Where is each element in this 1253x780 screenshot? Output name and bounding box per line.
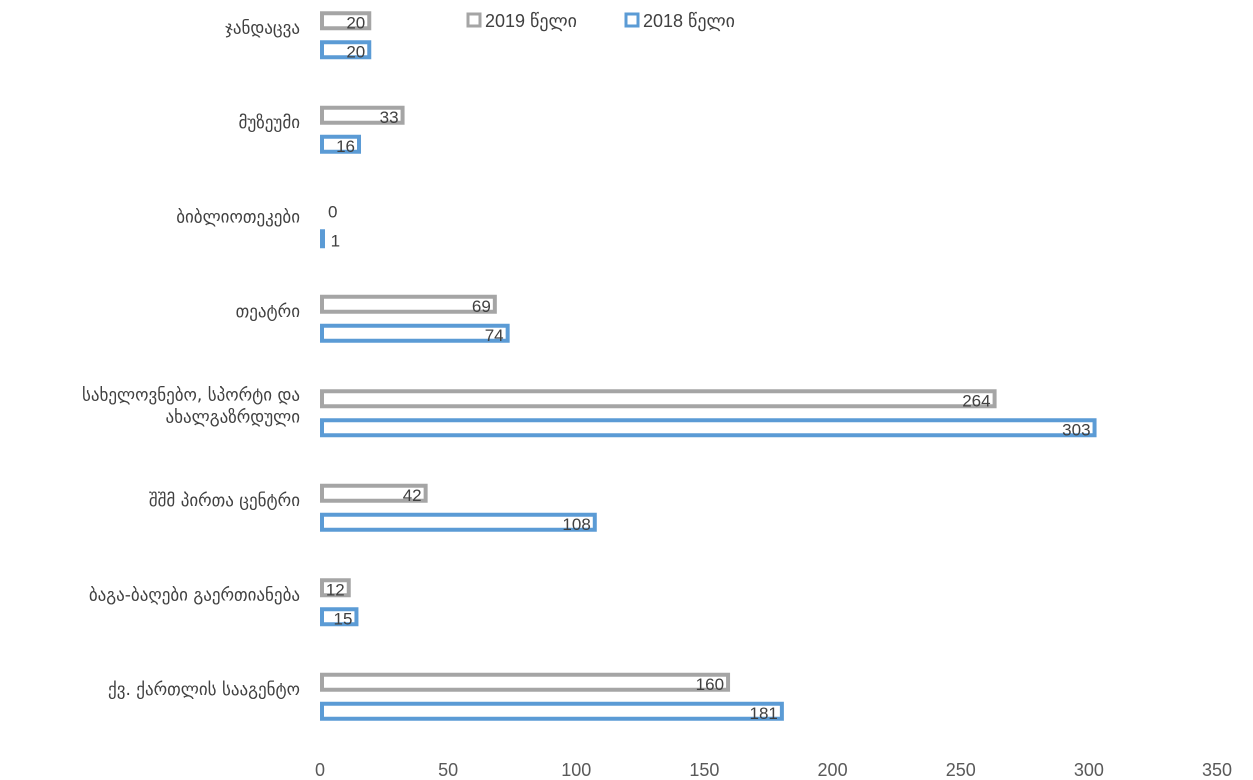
data-label: 303 — [1062, 420, 1090, 439]
bar-2018 — [320, 607, 359, 627]
data-label: 15 — [334, 609, 353, 628]
bar-2019 — [320, 389, 997, 409]
data-label: 69 — [472, 297, 491, 316]
category-label: ქვ. ქართლის სააგენტო — [108, 680, 300, 700]
x-tick-label: 50 — [438, 760, 458, 780]
x-tick-label: 0 — [315, 760, 325, 780]
data-label: 0 — [328, 202, 337, 221]
bar-2019 — [320, 105, 405, 125]
data-label: 12 — [326, 580, 345, 599]
data-label: 20 — [346, 13, 365, 32]
legend-label: 2019 წელი — [485, 11, 577, 32]
category-label: ჯანდაცვა — [225, 18, 300, 38]
bar-2018 — [320, 512, 597, 532]
category-label: ახალგაზრდული — [166, 407, 300, 427]
bar-2019 — [320, 483, 428, 503]
x-tick-label: 250 — [946, 760, 976, 780]
bar-2018 — [320, 229, 325, 249]
data-label: 160 — [696, 675, 724, 694]
category-label: სახელოვნებო, სპორტი და — [82, 385, 300, 405]
legend: 2019 წელი 2018 წელი — [466, 11, 735, 32]
data-label: 108 — [562, 515, 590, 534]
bar-2019 — [320, 11, 372, 31]
data-label: 33 — [380, 108, 399, 127]
data-label: 181 — [750, 704, 778, 723]
data-label: 1 — [331, 231, 340, 250]
data-label: 264 — [962, 391, 990, 410]
bar-2019 — [320, 294, 497, 314]
data-label: 42 — [403, 486, 422, 505]
bar-2018 — [320, 323, 510, 343]
category-label: თეატრი — [236, 302, 300, 322]
category-labels: ჯანდაცვა მუზეუმი ბიბლიოთეკები თეატრი სახელოვ… — [82, 18, 300, 700]
bar-2018 — [320, 418, 1097, 438]
legend-swatch — [624, 12, 640, 28]
category-label: ბიბლიოთეკები — [176, 207, 300, 227]
bar-2018 — [320, 40, 372, 60]
bar-2019 — [320, 578, 351, 598]
x-tick-label: 200 — [818, 760, 848, 780]
legend-label: 2018 წელი — [643, 11, 735, 32]
data-label: 16 — [336, 137, 355, 156]
category-label: ბაგა-ბაღები გაერთიანება — [89, 585, 300, 605]
x-tick-label: 100 — [561, 760, 591, 780]
legend-swatch — [466, 12, 482, 28]
bar-2018 — [320, 134, 362, 154]
bars — [320, 11, 1097, 721]
category-label: მუზეუმი — [239, 113, 300, 133]
x-axis-ticks: 0 50 100 150 200 250 300 350 — [315, 760, 1232, 780]
x-tick-label: 150 — [689, 760, 719, 780]
bar-2018 — [320, 701, 784, 721]
x-tick-label: 300 — [1074, 760, 1104, 780]
data-label: 20 — [346, 42, 365, 61]
data-label: 74 — [485, 326, 504, 345]
bar-2019 — [320, 672, 731, 692]
category-label: შშმ პირთა ცენტრი — [149, 491, 300, 511]
x-tick-label: 350 — [1202, 760, 1232, 780]
